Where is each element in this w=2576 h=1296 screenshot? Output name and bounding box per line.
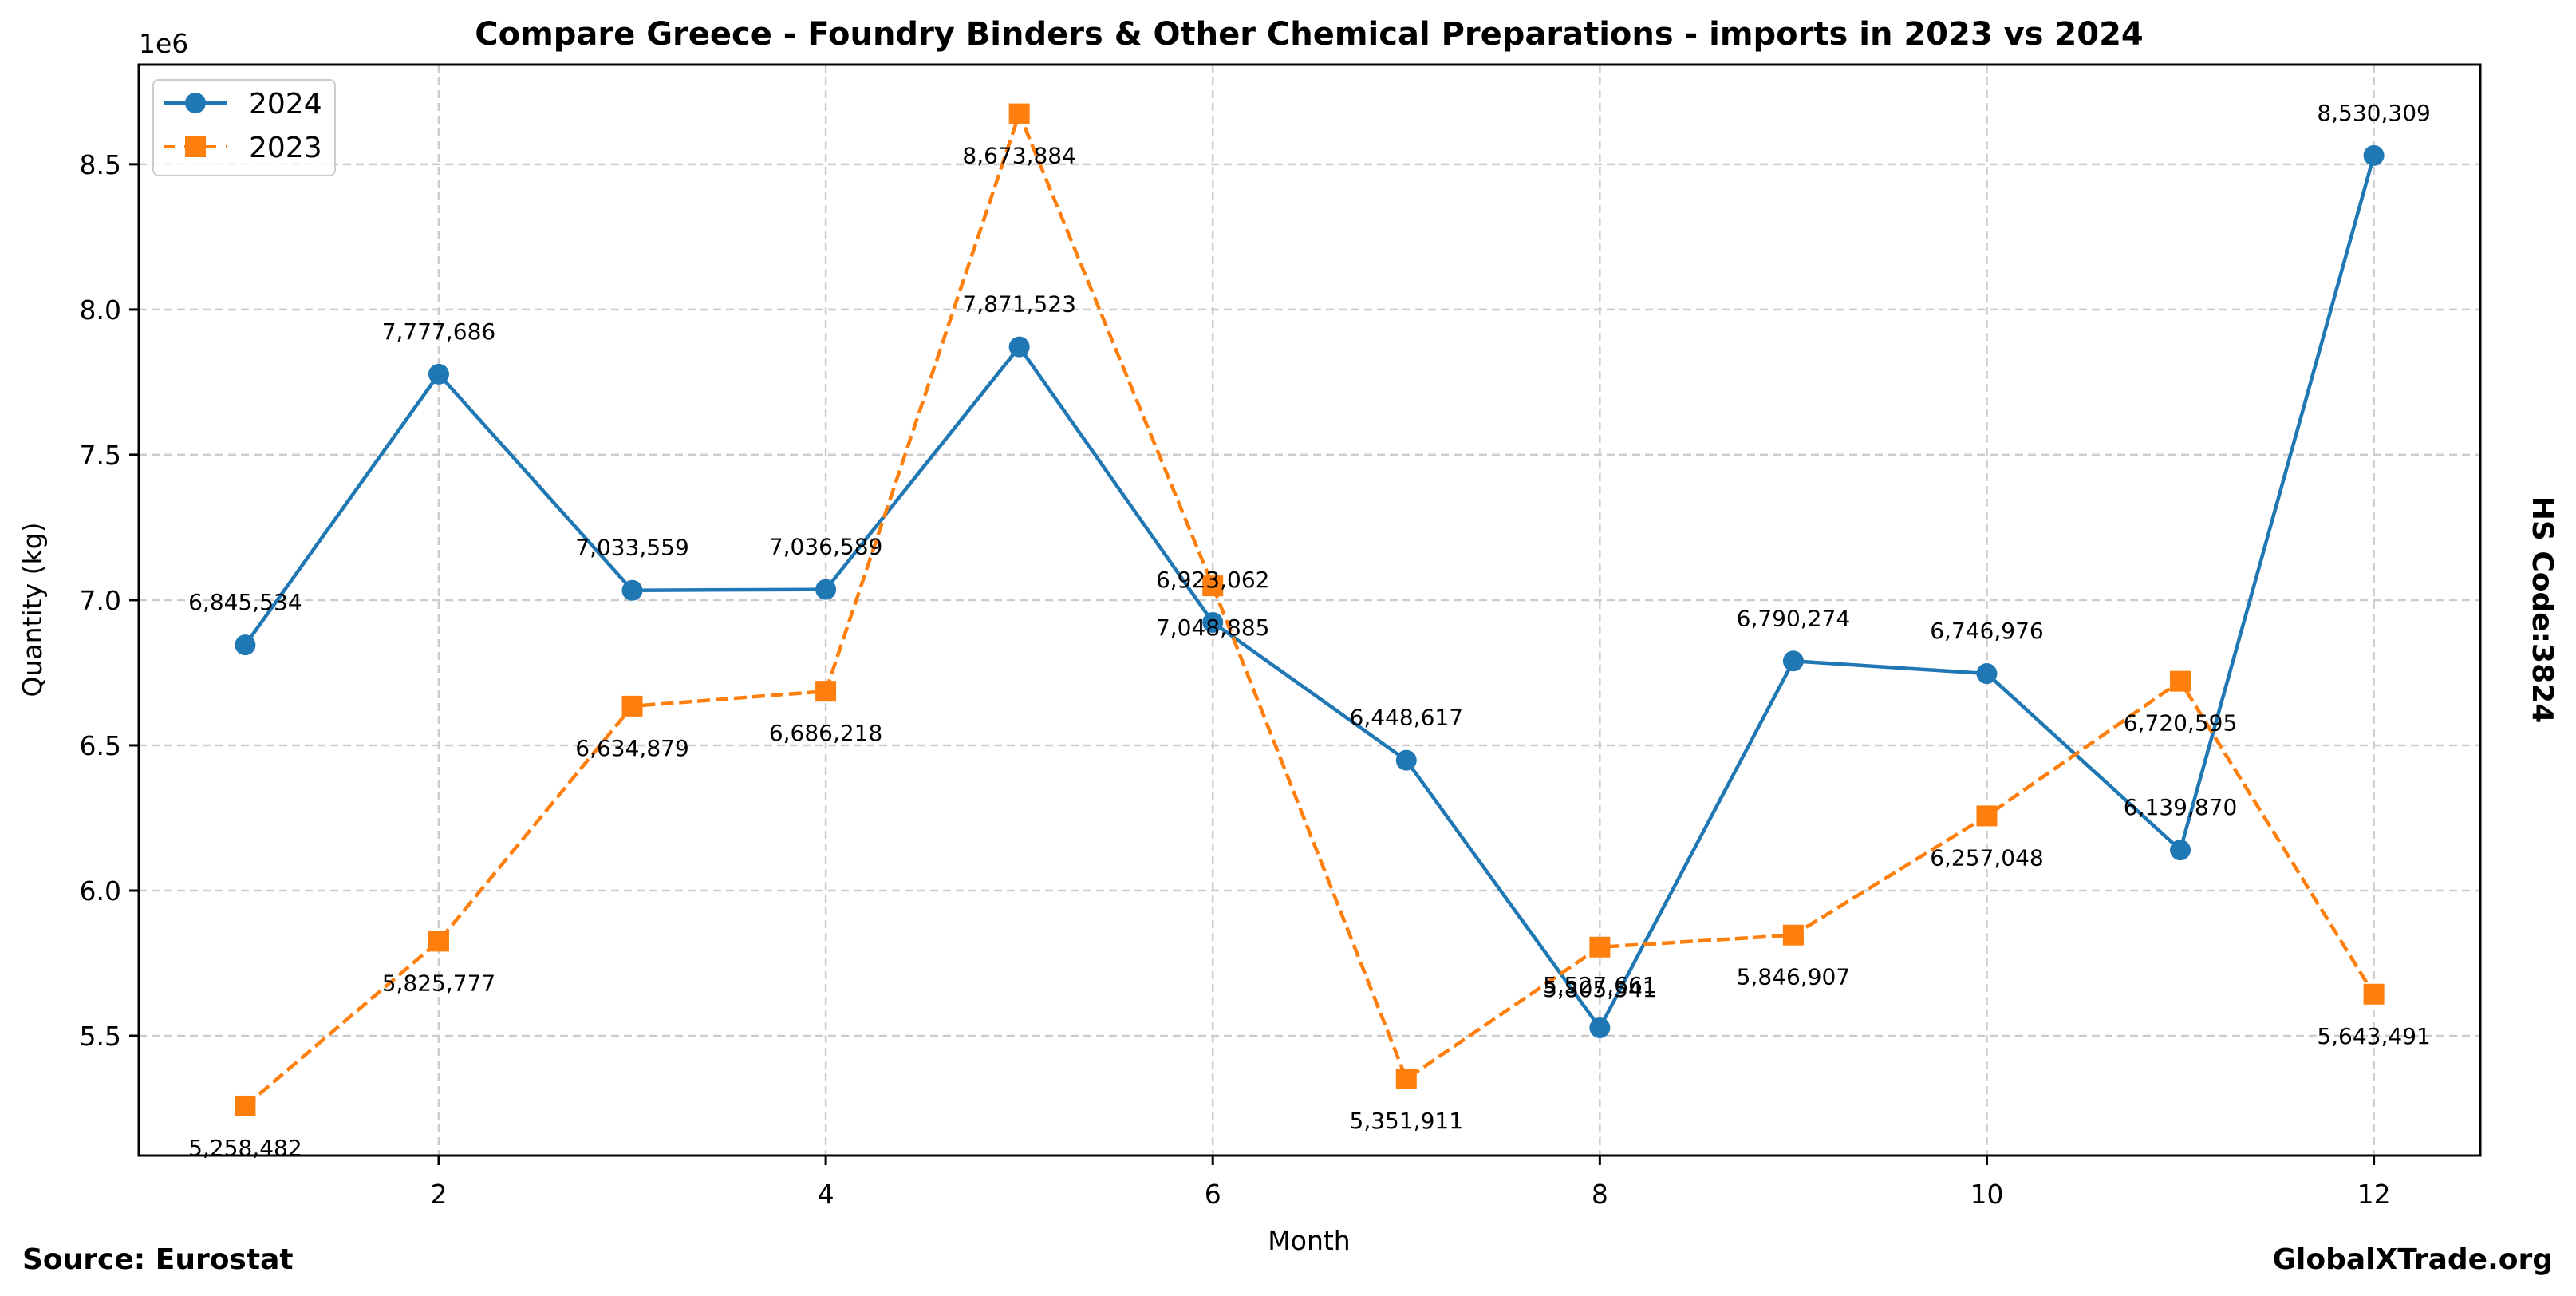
data-label-2023: 6,686,218 [769, 720, 883, 746]
legend-marker-circle-icon [185, 93, 206, 113]
data-point-2023 [621, 695, 643, 717]
data-label-2023: 7,048,885 [1156, 614, 1270, 641]
data-point-2024 [2170, 840, 2191, 861]
legend-item-2023: 2023 [164, 132, 322, 164]
y-tick-label: 8.5 [80, 149, 121, 180]
source-label: Source: Eurostat [22, 1243, 294, 1276]
data-point-2023 [235, 1095, 256, 1116]
data-point-2024 [621, 579, 643, 601]
data-label-2023: 5,825,777 [382, 970, 496, 996]
data-label-2024: 6,845,534 [188, 589, 302, 615]
x-tick-label: 6 [1205, 1179, 1221, 1210]
data-label-2023: 5,351,911 [1350, 1108, 1464, 1134]
data-point-2023 [1395, 1068, 1417, 1089]
data-point-2024 [1976, 663, 1998, 685]
data-point-2023 [1976, 805, 1998, 827]
data-label-2024: 7,871,523 [962, 291, 1076, 318]
series-line-2024 [243, 155, 2376, 1030]
data-label-2023: 6,634,879 [575, 735, 689, 761]
data-point-2023 [2363, 983, 2385, 1005]
data-label-2024: 7,777,686 [382, 318, 496, 345]
chart-title: Compare Greece - Foundry Binders & Other… [475, 16, 2143, 53]
y-tick-label: 6.5 [80, 730, 121, 761]
data-label-2023: 5,846,907 [1737, 964, 1851, 990]
x-tick-label: 2 [430, 1179, 447, 1210]
series-line-2023 [243, 112, 2376, 1108]
data-point-2023 [1782, 924, 1804, 946]
data-point-2023 [1202, 575, 1224, 597]
data-label-2024: 6,923,062 [1156, 567, 1270, 593]
data-point-2024 [1589, 1017, 1611, 1038]
data-point-2023 [1589, 936, 1611, 958]
x-tick-label: 12 [2357, 1179, 2391, 1210]
data-label-2024: 6,790,274 [1737, 605, 1851, 631]
legend-label-2023: 2023 [249, 132, 322, 164]
data-point-2024 [428, 363, 449, 385]
data-point-2023 [1008, 103, 1030, 124]
y-tick-label: 6.0 [80, 875, 121, 907]
y-axis-ticks: 5.5 6.0 6.5 7.0 7.5 8.0 8.5 [80, 149, 139, 1052]
data-label-2023: 6,257,048 [1930, 844, 2044, 871]
grid-lines [139, 65, 2480, 1156]
data-label-2024: 7,033,559 [575, 535, 689, 561]
site-label: GlobalXTrade.org [2272, 1243, 2553, 1276]
plot-frame [137, 63, 2482, 1157]
data-point-2024 [235, 634, 256, 656]
series-lines [243, 112, 2376, 1108]
data-label-2023: 6,720,595 [2124, 710, 2238, 737]
data-point-2024 [2363, 144, 2385, 166]
legend: 2024 2023 [152, 79, 336, 176]
data-label-2024: 6,139,870 [2124, 794, 2238, 820]
data-point-2023 [2170, 670, 2191, 692]
x-axis-label: Month [1268, 1225, 1350, 1256]
data-label-2023: 5,643,491 [2317, 1023, 2431, 1049]
x-tick-label: 8 [1592, 1179, 1608, 1210]
legend-item-2024: 2024 [164, 88, 322, 121]
data-label-2024: 6,746,976 [1930, 618, 2044, 644]
y-tick-label: 7.0 [80, 585, 121, 616]
data-point-2024 [1202, 611, 1224, 633]
data-point-2023 [428, 931, 449, 952]
data-point-2023 [815, 681, 837, 702]
data-label-2023: 5,258,482 [188, 1135, 302, 1161]
data-label-2023: 5,805,541 [1543, 976, 1657, 1002]
x-tick-label: 10 [1970, 1179, 2003, 1210]
x-tick-label: 4 [818, 1179, 834, 1210]
legend-marker-square-icon [185, 136, 206, 157]
data-label-2024: 7,036,589 [769, 534, 883, 560]
hs-code-label: HS Code:3824 [2526, 496, 2558, 724]
y-tick-label: 5.5 [80, 1021, 121, 1052]
data-label-2024: 5,527,661 [1543, 972, 1657, 998]
data-point-2024 [815, 579, 837, 600]
legend-label-2024: 2024 [249, 88, 322, 121]
data-labels: 6,845,534 7,777,686 7,033,559 7,036,589 7,87… [188, 100, 2431, 1161]
y-tick-label: 7.5 [80, 440, 121, 471]
data-point-2024 [1008, 336, 1030, 358]
markers [235, 103, 2385, 1116]
x-axis-ticks: 2 4 6 8 10 12 [430, 1156, 2391, 1210]
y-axis-label: Quantity (kg) [17, 523, 48, 697]
data-point-2024 [1782, 650, 1804, 672]
data-label-2024: 6,448,617 [1350, 705, 1464, 731]
y-offset-label: 1e6 [139, 28, 188, 59]
data-label-2023: 8,673,884 [962, 143, 1076, 169]
data-point-2024 [1395, 749, 1417, 771]
y-tick-label: 8.0 [80, 294, 121, 326]
data-label-2024: 8,530,309 [2317, 100, 2431, 126]
